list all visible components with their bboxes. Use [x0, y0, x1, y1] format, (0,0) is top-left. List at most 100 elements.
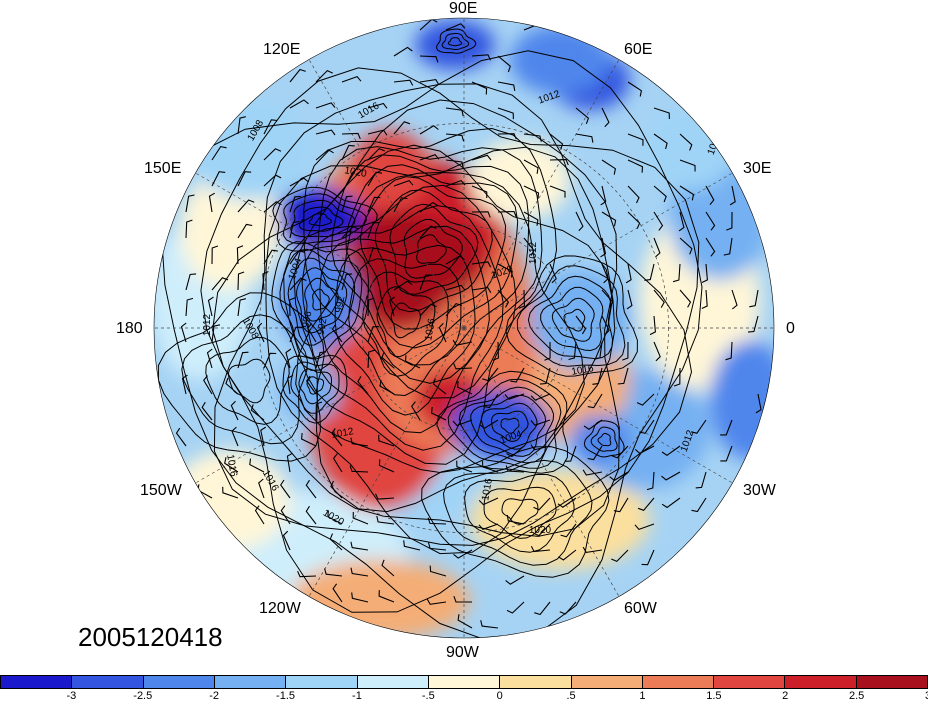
- wind-barb: [426, 598, 447, 605]
- wind-barb: [539, 367, 551, 385]
- wind-barb: [236, 245, 244, 265]
- wind-barb: [331, 428, 343, 447]
- wind-barb: [378, 590, 395, 603]
- isobar: [334, 244, 476, 416]
- lon-label-180: 180: [116, 320, 143, 337]
- wind-barb: [661, 445, 681, 456]
- wind-barb: [315, 401, 323, 421]
- wind-barb: [211, 324, 221, 343]
- wind-barb: [506, 514, 525, 525]
- wind-barb: [725, 341, 733, 361]
- isobar: [491, 410, 529, 442]
- contour-label: 992: [334, 295, 348, 314]
- wind-barb: [438, 322, 447, 343]
- wind-barb: [341, 225, 359, 239]
- anomaly-blob: [415, 20, 495, 70]
- isobar: [283, 184, 517, 465]
- wind-barb: [315, 69, 333, 83]
- contour-label: 1020: [529, 525, 552, 536]
- wind-barb: [729, 185, 736, 206]
- wind-barb: [505, 465, 525, 473]
- contour-label: 1016: [224, 454, 239, 478]
- map-boundary: [153, 17, 775, 639]
- wind-barb: [211, 245, 219, 265]
- colorbar-tick-label: -3: [66, 690, 77, 702]
- wind-barb: [185, 194, 195, 213]
- wind-barb: [564, 445, 577, 462]
- wind-barb: [533, 497, 551, 511]
- wind-barb: [263, 249, 278, 265]
- wind-barb: [471, 54, 492, 61]
- wind-barb: [471, 211, 491, 218]
- wind-barb: [533, 523, 551, 537]
- colorbar-cell: [856, 676, 928, 688]
- wind-barb: [180, 322, 187, 343]
- wind-barb: [207, 296, 214, 317]
- wind-barb: [263, 352, 277, 369]
- wind-barb: [376, 515, 395, 525]
- isobar: [416, 234, 447, 264]
- isobar: [265, 146, 616, 555]
- meridian: [308, 59, 465, 329]
- wind-barb: [289, 326, 303, 343]
- wind-barb: [367, 171, 383, 187]
- wind-barb: [453, 549, 473, 559]
- wind-barb: [445, 23, 466, 31]
- pressure-contours: [157, 28, 703, 638]
- wind-barb: [575, 133, 594, 143]
- wind-barb: [646, 471, 655, 491]
- contour-label: 992: [316, 317, 330, 336]
- wind-barb: [497, 210, 517, 218]
- isobar: [447, 378, 562, 469]
- wind-barb: [419, 303, 437, 317]
- wind-barb: [367, 196, 381, 213]
- colorbar-tick-label: -2: [209, 690, 220, 702]
- wind-barb: [315, 102, 336, 109]
- wind-barb: [575, 107, 590, 124]
- wind-barb: [419, 78, 440, 86]
- wind-barb: [634, 523, 655, 531]
- wind-barb: [705, 211, 716, 231]
- wind-barb: [452, 339, 473, 346]
- wind-barb: [237, 271, 245, 291]
- wind-barb: [289, 68, 306, 83]
- colorbar-cell: [571, 676, 643, 688]
- wind-barbs: [175, 18, 762, 629]
- isobar: [296, 267, 348, 334]
- wind-barb: [601, 263, 609, 284]
- wind-barb: [690, 419, 707, 434]
- isobar: [298, 206, 344, 232]
- wind-barb: [497, 107, 514, 120]
- wind-barb: [691, 497, 707, 513]
- isobar: [205, 336, 290, 425]
- wind-barb: [600, 237, 607, 258]
- wind-barb: [211, 277, 229, 291]
- colorbar-tick-label: -1.5: [276, 690, 296, 702]
- wind-barb: [445, 255, 465, 265]
- wind-barb: [231, 426, 239, 447]
- wind-barb: [332, 453, 343, 473]
- isobar: [331, 154, 530, 366]
- wind-barb: [341, 132, 361, 140]
- wind-barb: [254, 505, 265, 525]
- wind-barb: [367, 102, 388, 109]
- isobar: [348, 258, 462, 397]
- wind-barb: [583, 419, 603, 430]
- wind-barb: [250, 404, 265, 421]
- wind-barb: [649, 315, 656, 336]
- wind-barb: [263, 174, 282, 187]
- wind-barb: [653, 289, 665, 308]
- wind-barb: [701, 289, 708, 309]
- wind-barb: [601, 211, 617, 227]
- colorbar-tick-label: 1: [639, 690, 646, 702]
- wind-barb: [393, 121, 411, 135]
- anomaly-blob: [450, 390, 550, 460]
- wind-barb: [611, 549, 629, 563]
- lon-label-60E: 60E: [624, 41, 653, 58]
- wind-barb: [287, 374, 294, 395]
- wind-barb: [367, 326, 380, 343]
- wind-barb: [350, 567, 369, 577]
- lon-label-120W: 120W: [259, 600, 301, 617]
- wind-barb: [587, 445, 603, 461]
- colorbar-cell: [72, 676, 144, 688]
